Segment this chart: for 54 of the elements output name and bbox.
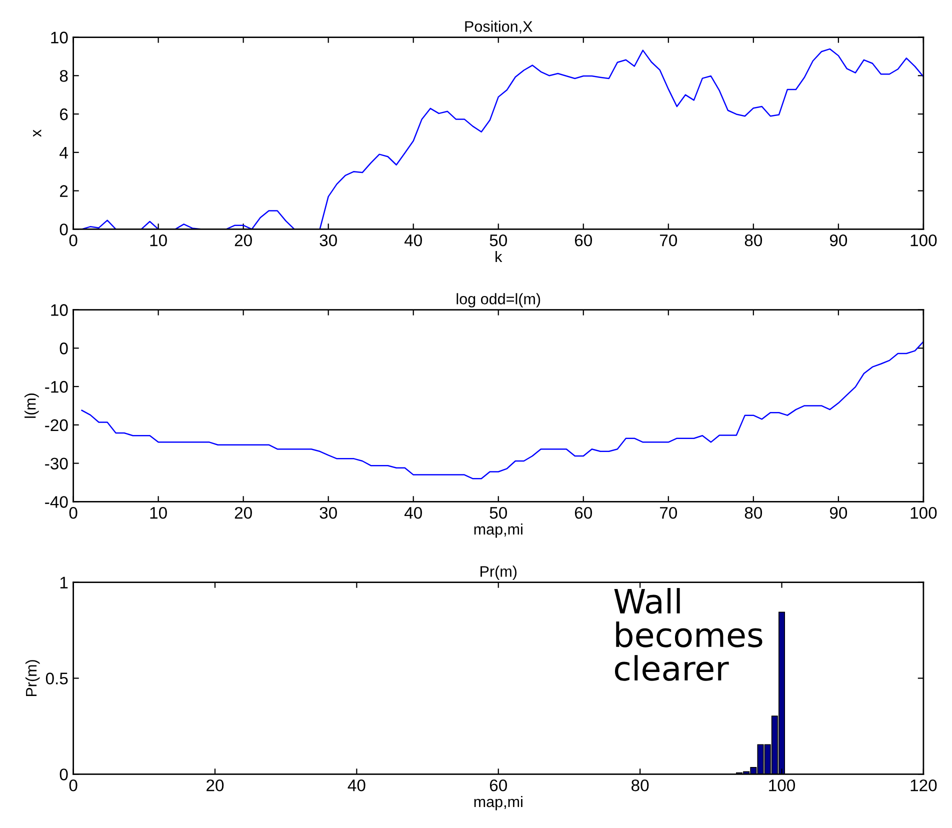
x-tick-label: 60 (490, 779, 507, 792)
x-tick-label: 70 (660, 234, 678, 246)
y-tick-label: 0.5 (46, 672, 68, 684)
x-tick-label: 50 (490, 506, 507, 519)
x-tick-label: 0 (69, 779, 78, 792)
x-tick-label: 80 (632, 779, 649, 792)
y-tick-label: 1 (60, 576, 68, 588)
x-tick-label: 30 (320, 506, 337, 519)
y-axis-title: x (33, 130, 42, 137)
x-tick-label: 20 (234, 234, 252, 246)
x-tick-label: 40 (348, 779, 366, 792)
x-tick-label: 10 (150, 506, 167, 519)
x-tick-label: 0 (69, 506, 78, 519)
chart-title: Position,X (465, 20, 532, 34)
x-tick-label: 10 (150, 234, 167, 246)
y-tick-label: -10 (45, 380, 68, 393)
y-tick-label: 6 (60, 108, 68, 120)
annotation: Wall becomes clearer (614, 588, 762, 681)
x-tick-label: 20 (234, 506, 252, 519)
x-axis-title: map,mi (474, 523, 522, 538)
x-tick-label: 90 (830, 506, 848, 519)
y-tick-label: 0 (60, 224, 68, 236)
y-tick-label: 0 (60, 768, 68, 780)
y-axis-title: l(m) (24, 394, 39, 418)
y-tick-label: -30 (45, 458, 68, 470)
y-tick-label: 10 (51, 304, 68, 316)
x-tick-label: 90 (830, 234, 848, 246)
chart-title: Pr(m) (480, 566, 517, 580)
x-tick-label: 60 (574, 506, 592, 519)
y-tick-label: 10 (51, 32, 68, 44)
x-axis-title: k (496, 250, 502, 262)
y-axis-title: Pr(m) (25, 660, 40, 696)
x-axis-title: map,mi (474, 796, 522, 810)
x-tick-label: 40 (404, 234, 422, 246)
x-tick-label: 70 (660, 506, 678, 519)
y-tick-label: -40 (45, 496, 68, 508)
x-tick-label: 30 (320, 234, 337, 246)
x-tick-label: 80 (744, 234, 762, 246)
x-tick-label: 80 (744, 506, 762, 519)
y-tick-label: 2 (60, 185, 68, 197)
x-tick-label: 100 (910, 234, 937, 246)
x-tick-label: 40 (404, 506, 422, 519)
x-tick-label: 50 (490, 234, 507, 246)
y-tick-label: 0 (60, 342, 68, 354)
y-tick-label: -20 (45, 419, 68, 432)
x-tick-label: 20 (206, 779, 224, 792)
y-tick-label: 8 (60, 70, 68, 82)
x-tick-label: 100 (910, 506, 937, 519)
x-tick-label: 60 (574, 234, 592, 246)
chart-title: log odd=l(m) (456, 293, 540, 308)
x-tick-label: 0 (69, 234, 78, 246)
x-tick-label: 120 (910, 779, 937, 792)
x-tick-label: 100 (769, 779, 796, 792)
y-tick-label: 4 (60, 146, 68, 158)
